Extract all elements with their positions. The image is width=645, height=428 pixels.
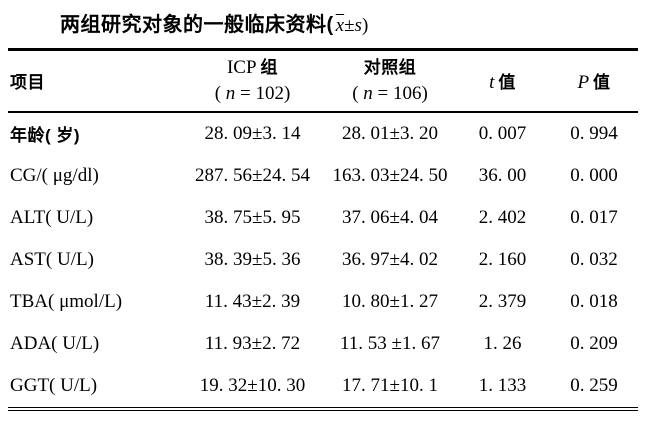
icp-n-rest: = 102): [235, 82, 291, 104]
plus-minus-symbol: ±: [344, 15, 355, 36]
table-row-tba: TBA( μmol/L) 11. 43±2. 39 10. 80±1. 27 2…: [8, 281, 638, 323]
icp-group-name: ICP 组: [180, 55, 325, 81]
cell-t: 1. 26: [483, 332, 522, 354]
cell-icp: 19. 32±10. 30: [199, 374, 306, 396]
cell-t: 1. 133: [478, 374, 527, 396]
table-row-age: 年龄( 岁) 28. 09±3. 14 28. 01±3. 20 0. 007 …: [8, 112, 638, 155]
cell-item: ADA( U/L): [10, 332, 100, 354]
control-n-open: (: [352, 82, 364, 104]
header-control-group: 对照组 ( n = 106): [325, 50, 455, 112]
cell-control: 28. 01±3. 20: [342, 122, 438, 144]
cell-p: 0. 209: [570, 332, 618, 354]
table-row-ggt: GGT( U/L) 19. 32±10. 30 17. 71±10. 1 1. …: [8, 365, 638, 409]
cell-p: 0. 000: [570, 164, 618, 186]
cell-t: 2. 379: [478, 290, 527, 312]
table-row-ast: AST( U/L) 38. 39±5. 36 36. 97±4. 02 2. 1…: [8, 239, 638, 281]
cell-p: 0. 017: [570, 206, 618, 228]
cell-p: 0. 994: [570, 122, 618, 144]
cell-t: 2. 160: [478, 248, 527, 270]
s-symbol: s: [354, 15, 362, 36]
cell-control: 163. 03±24. 50: [332, 164, 448, 186]
cell-icp: 11. 43±2. 39: [204, 290, 301, 312]
cell-item: GGT( U/L): [10, 374, 98, 396]
cell-icp: 11. 93±2. 72: [204, 332, 301, 354]
cell-p: 0. 259: [570, 374, 618, 396]
cell-icp: 28. 09±3. 14: [204, 122, 301, 144]
control-group-name: 对照组: [363, 57, 417, 77]
icp-group-cn: 组: [260, 57, 279, 77]
cell-item: TBA( μmol/L): [10, 290, 123, 312]
icp-n-symbol: n: [225, 82, 236, 104]
icp-group-latin: ICP: [226, 56, 257, 78]
t-label: 值: [498, 72, 516, 92]
table-title-text: 两组研究对象的一般临床资料(: [60, 14, 334, 36]
control-n-symbol: n: [363, 82, 373, 104]
title-close-paren: ): [361, 15, 369, 36]
t-symbol: t: [489, 71, 495, 93]
table-row-alt: ALT( U/L) 38. 75±5. 95 37. 06±4. 04 2. 4…: [8, 197, 638, 239]
cell-t: 36. 00: [478, 164, 527, 186]
p-symbol: P: [577, 71, 590, 93]
cell-control: 11. 53 ±1. 67: [340, 332, 440, 354]
cell-item: ALT( U/L): [10, 206, 94, 228]
icp-group-n: ( n = 102): [180, 81, 325, 107]
cell-icp: 38. 39±5. 36: [204, 248, 301, 270]
cell-control: 10. 80±1. 27: [342, 290, 438, 312]
cell-control: 17. 71±10. 1: [342, 374, 438, 396]
header-icp-group: ICP 组 ( n = 102): [180, 50, 325, 112]
header-item: 项目: [10, 73, 45, 93]
cell-icp: 38. 75±5. 95: [204, 206, 301, 228]
table-row-ada: ADA( U/L) 11. 93±2. 72 11. 53 ±1. 67 1. …: [8, 323, 638, 365]
cell-control: 37. 06±4. 04: [342, 206, 438, 228]
cell-item: AST( U/L): [10, 248, 94, 270]
cell-p: 0. 018: [570, 290, 618, 312]
table-row-cg: CG/( μg/dl) 287. 56±24. 54 163. 03±24. 5…: [8, 155, 638, 197]
p-label: 值: [593, 72, 611, 92]
icp-n-open: (: [214, 82, 226, 104]
cell-icp: 287. 56±24. 54: [195, 164, 310, 186]
cell-p: 0. 032: [570, 248, 618, 270]
cell-control: 36. 97±4. 02: [342, 248, 438, 270]
cell-item: CG/( μg/dl): [10, 164, 99, 186]
stat-notation: x±s: [334, 15, 362, 36]
control-group-n: ( n = 106): [325, 81, 455, 107]
cell-t: 2. 402: [478, 206, 527, 228]
table-title: 两组研究对象的一般临床资料(x±s): [60, 11, 645, 40]
cell-item: 年龄( 岁): [10, 126, 81, 145]
xbar-symbol: x: [335, 15, 345, 36]
cell-t: 0. 007: [478, 122, 527, 144]
control-n-rest: = 106): [372, 82, 428, 104]
